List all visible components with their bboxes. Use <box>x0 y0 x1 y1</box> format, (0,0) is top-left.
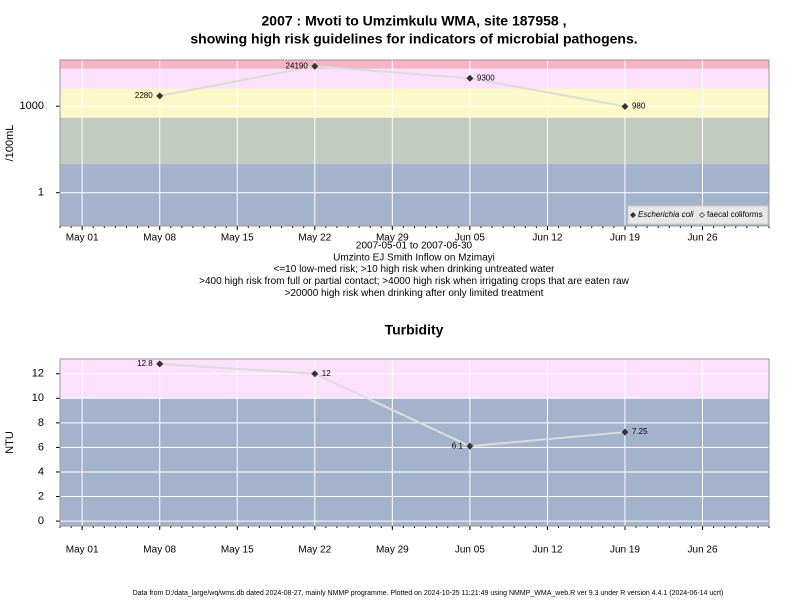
plot-frame <box>59 59 770 227</box>
x-tick-label: Jun 12 <box>532 233 562 244</box>
legend-marker <box>699 212 705 218</box>
chart-title: 2007 : Mvoti to Umzimkulu WMA, site 1879… <box>262 13 567 29</box>
data-point <box>466 442 474 450</box>
plot-frame <box>59 358 770 527</box>
data-point <box>311 370 319 378</box>
x-tick-label: May 15 <box>221 233 254 244</box>
x-tick-label: Jun 05 <box>455 233 485 244</box>
y-tick-label: 1000 <box>20 100 44 112</box>
subtitle-note: Umzinto EJ Smith Inflow on Mzimayi <box>333 252 495 263</box>
x-tick-label: May 22 <box>298 545 331 556</box>
x-tick-label: May 01 <box>66 545 99 556</box>
subtitle-note: 2007-05-01 to 2007-06-30 <box>356 241 473 252</box>
series-line <box>159 65 626 108</box>
x-tick-label: May 29 <box>376 233 409 244</box>
subtitle-note: >400 high risk from full or partial cont… <box>199 276 629 287</box>
y-tick-label: 12 <box>32 368 44 380</box>
y-tick-label: 0 <box>38 515 44 527</box>
x-tick-label: May 15 <box>221 545 254 556</box>
subtitle-note: <=10 low-med risk; >10 high risk when dr… <box>274 264 556 275</box>
x-tick-label: May 01 <box>66 233 99 244</box>
legend-label: faecal coliforms <box>707 210 763 219</box>
y-tick-label: 1 <box>38 187 44 199</box>
x-tick-label: Jun 05 <box>455 545 485 556</box>
data-point <box>621 102 629 110</box>
y-tick-label: 10 <box>32 392 44 404</box>
data-point <box>156 92 164 100</box>
x-tick-label: May 29 <box>376 545 409 556</box>
data-label: 7.25 <box>632 427 648 436</box>
risk-band <box>60 117 769 164</box>
x-tick-label: May 08 <box>143 233 176 244</box>
data-label: 9300 <box>477 73 495 82</box>
risk-band <box>60 398 769 526</box>
footer: Data from D:/data_large/wq/wms.db dated … <box>133 590 724 597</box>
data-label: 24190 <box>286 61 309 70</box>
x-tick-label: Jun 26 <box>688 545 718 556</box>
risk-band <box>60 68 769 89</box>
chart-title: showing high risk guidelines for indicat… <box>190 31 637 47</box>
series-line <box>159 362 626 448</box>
data-label: 2280 <box>135 91 153 100</box>
y-tick-label: 6 <box>38 441 44 453</box>
legend-box <box>627 205 769 225</box>
data-label: 12 <box>322 369 331 378</box>
data-point <box>466 74 474 82</box>
data-label: 980 <box>632 102 646 111</box>
y-axis-label: NTU <box>4 431 16 454</box>
x-tick-label: Jun 19 <box>610 545 640 556</box>
legend-label: Escherichia coli <box>638 210 694 219</box>
y-tick-label: 4 <box>38 466 44 478</box>
x-tick-label: Jun 12 <box>532 545 562 556</box>
y-axis-label: /100mL <box>4 125 16 162</box>
data-point <box>311 62 319 70</box>
y-tick-label: 2 <box>38 490 44 502</box>
data-label: 6.1 <box>452 441 464 450</box>
x-tick-label: Jun 19 <box>610 233 640 244</box>
risk-band <box>60 60 769 69</box>
risk-band <box>60 88 769 118</box>
subtitle-note: >20000 high risk when drinking after onl… <box>285 288 544 299</box>
x-tick-label: Jun 26 <box>688 233 718 244</box>
chart-title: Turbidity <box>385 322 444 338</box>
data-point <box>156 360 164 368</box>
x-tick-label: May 08 <box>143 545 176 556</box>
data-point <box>621 428 629 436</box>
y-tick-label: 8 <box>38 417 44 429</box>
data-label: 12.8 <box>137 359 153 368</box>
legend-marker <box>630 212 636 218</box>
x-tick-label: May 22 <box>298 233 331 244</box>
